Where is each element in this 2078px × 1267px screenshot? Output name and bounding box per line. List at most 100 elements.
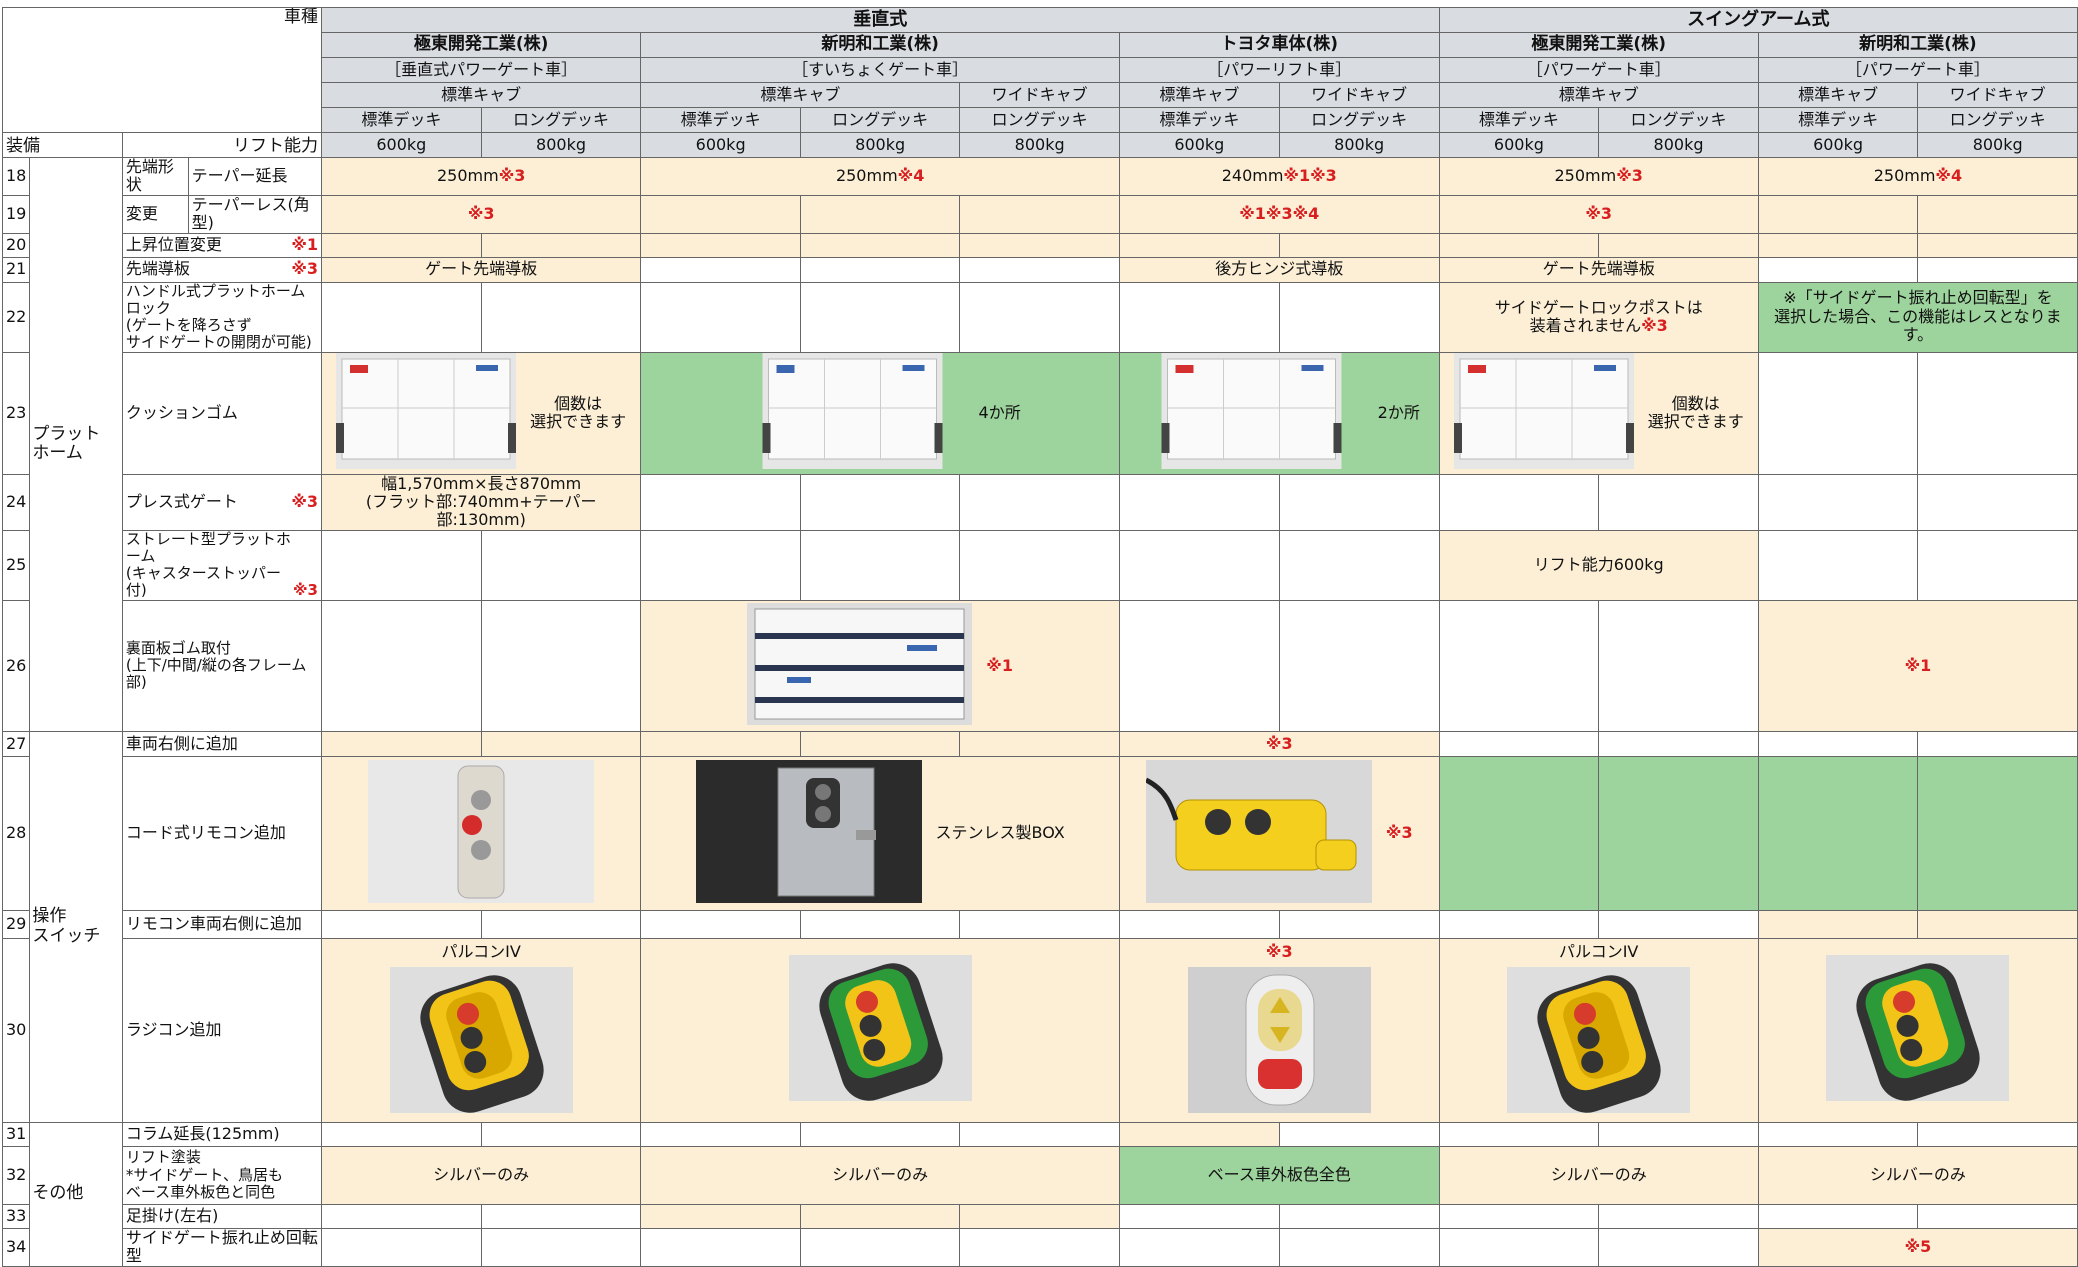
data-cell: ※1 xyxy=(640,599,1120,732)
photo xyxy=(788,955,972,1105)
data-cell: ステンレス製BOX xyxy=(640,755,1120,911)
item-label-cell: 足掛け(左右) xyxy=(121,1203,323,1229)
data-cell xyxy=(959,281,1120,353)
data-cell xyxy=(1757,909,1919,939)
data-cell xyxy=(1278,232,1440,258)
data-cell xyxy=(640,1227,801,1267)
cell-content: ※3 xyxy=(1123,942,1436,1118)
item-label-wrap: リフト塗装 *サイドゲート、鳥居も ベース車外板色と同色 xyxy=(126,1149,318,1201)
photo-shape xyxy=(859,1014,882,1037)
header-row: 車種 垂直式 スイングアーム式 xyxy=(2,7,2078,133)
data-cell xyxy=(480,232,642,258)
photo-shape xyxy=(1204,808,1231,835)
photo-shape xyxy=(1577,1027,1600,1050)
data-cell: リフト能力600kg xyxy=(1438,529,1759,601)
photo-shape xyxy=(336,353,517,469)
header-cell: ロングデッキ xyxy=(1598,107,1759,133)
photo-shape xyxy=(1453,353,1634,469)
data-cell xyxy=(959,1121,1120,1147)
photo-shape xyxy=(695,759,922,903)
data-cell: ※3 xyxy=(1118,730,1440,757)
photo-shape xyxy=(1301,364,1324,371)
cell-text: 個数は 選択できます xyxy=(1648,394,1744,432)
row-number: 20 xyxy=(1,232,31,258)
item-label-wrap: クッションゴム xyxy=(126,403,318,422)
data-cell xyxy=(1278,529,1440,601)
body-row: 27 操作 スイッチ 車両右側に追加 ※3 xyxy=(1,730,2078,1123)
data-cell xyxy=(959,473,1120,531)
photo-shape xyxy=(1574,1003,1597,1026)
cell-text: ※1 xyxy=(1905,656,1932,675)
data-cell: ゲート先端導板 xyxy=(320,256,642,283)
data-cell xyxy=(640,473,801,531)
body-row: 19 変更 テーパーレス(角型) ※3 ※1※3※4 ※3 xyxy=(1,194,2078,234)
photo-shape xyxy=(1893,990,1916,1013)
cell-value: 幅1,570mm×長さ870mm (フラット部:740mm+テーパー部:130m… xyxy=(365,474,597,530)
cell-content: パルコンIV xyxy=(1443,942,1755,1118)
cell-text: ゲート先端導板 xyxy=(1543,260,1655,278)
cell-value: シルバーのみ xyxy=(433,1165,530,1185)
cell-text: シルバーのみ xyxy=(832,1165,928,1184)
cell-text: シルバーのみ xyxy=(433,1165,530,1185)
cell-value: リフト能力600kg xyxy=(1533,555,1664,575)
data-cell xyxy=(959,1203,1120,1229)
photo-shape xyxy=(1900,1039,1923,1062)
cell-text: ※5 xyxy=(1905,1237,1932,1256)
cell-text: ※3 xyxy=(1585,204,1612,223)
item-label: リフト塗装 *サイドゲート、鳥居も ベース車外板色と同色 xyxy=(125,1148,284,1201)
cell-content: 個数は 選択できます xyxy=(1443,353,1755,473)
photo-shape xyxy=(508,422,517,453)
data-cell xyxy=(1917,256,2078,283)
item-label-cell: 先端導板 ※3 xyxy=(121,256,323,283)
data-cell xyxy=(1917,1121,2078,1147)
item-label-wrap: 上昇位置変更 ※1 xyxy=(126,235,318,254)
photo-shape xyxy=(1333,422,1342,453)
data-cell: ※5 xyxy=(1757,1227,2078,1267)
data-cell xyxy=(1917,1203,2078,1229)
header-cell: トヨタ車体(株) xyxy=(1118,32,1440,58)
data-cell: ※3 xyxy=(1118,937,1440,1123)
photo xyxy=(336,353,517,473)
photo-shape xyxy=(1315,839,1357,871)
body: {"header": { "corner_top": "車種", "corner… xyxy=(1,7,2078,1267)
data-cell xyxy=(1757,1203,1919,1229)
row-number: 23 xyxy=(1,351,31,475)
cell-content: ※3 xyxy=(325,204,637,223)
data-cell xyxy=(799,909,961,939)
data-cell xyxy=(1278,1121,1440,1147)
cell-value: シルバーのみ xyxy=(1550,1165,1647,1185)
photo-shape xyxy=(762,422,771,453)
cell-note: ※3 xyxy=(1641,316,1668,336)
data-cell: シルバーのみ xyxy=(320,1145,642,1205)
row-number: 32 xyxy=(1,1145,31,1205)
photo-shape xyxy=(457,765,505,899)
row-number: 21 xyxy=(1,256,31,283)
cell-value: ベース車外板色全色 xyxy=(1207,1165,1351,1185)
cell-content: ※3 xyxy=(1443,204,1755,223)
cell-text: シルバーのみ xyxy=(1870,1165,1966,1184)
cell-text: パルコンIV xyxy=(442,942,521,961)
header-cell: ワイドキャブ xyxy=(959,82,1120,108)
item-note: ※3 xyxy=(292,581,318,600)
cell-note: ※3 xyxy=(1265,733,1293,753)
cell-text: ゲート先端導板 xyxy=(425,260,537,278)
header-cell: 極東開発工業(株) xyxy=(320,32,642,58)
body-row: 21 先端導板 ※3 ゲート先端導板 後方ヒンジ式導板 ゲート先端導板 xyxy=(1,256,2078,283)
cell-text: 250mm※3 xyxy=(437,166,525,185)
data-cell xyxy=(480,1203,642,1229)
header-cell: ［パワーリフト車］ xyxy=(1118,57,1440,83)
body-row: 23 クッションゴム 個数は 選択できます 4か所 2か所 個数は 選択できます xyxy=(1,351,2078,475)
header-cell: 新明和工業(株) xyxy=(1757,32,2078,58)
cell-text: ※1※3※4 xyxy=(1239,204,1319,223)
cell-text: リフト能力600kg xyxy=(1533,555,1664,575)
cell-content: シルバーのみ xyxy=(644,1165,1116,1184)
data-cell xyxy=(640,730,801,757)
data-cell xyxy=(480,599,642,732)
data-cell: 後方ヒンジ式導板 xyxy=(1118,256,1440,283)
item-label-wrap: ストレート型プラットホーム (キャスターストッパー付) ※3 xyxy=(126,531,318,600)
data-cell xyxy=(1757,529,1919,601)
body-row: 31 その他 コラム延長(125mm) xyxy=(1,1121,2078,1267)
data-cell xyxy=(1917,232,2078,258)
cell-content: リフト能力600kg xyxy=(1443,555,1755,575)
cell-content: ゲート先端導板 xyxy=(325,260,637,278)
